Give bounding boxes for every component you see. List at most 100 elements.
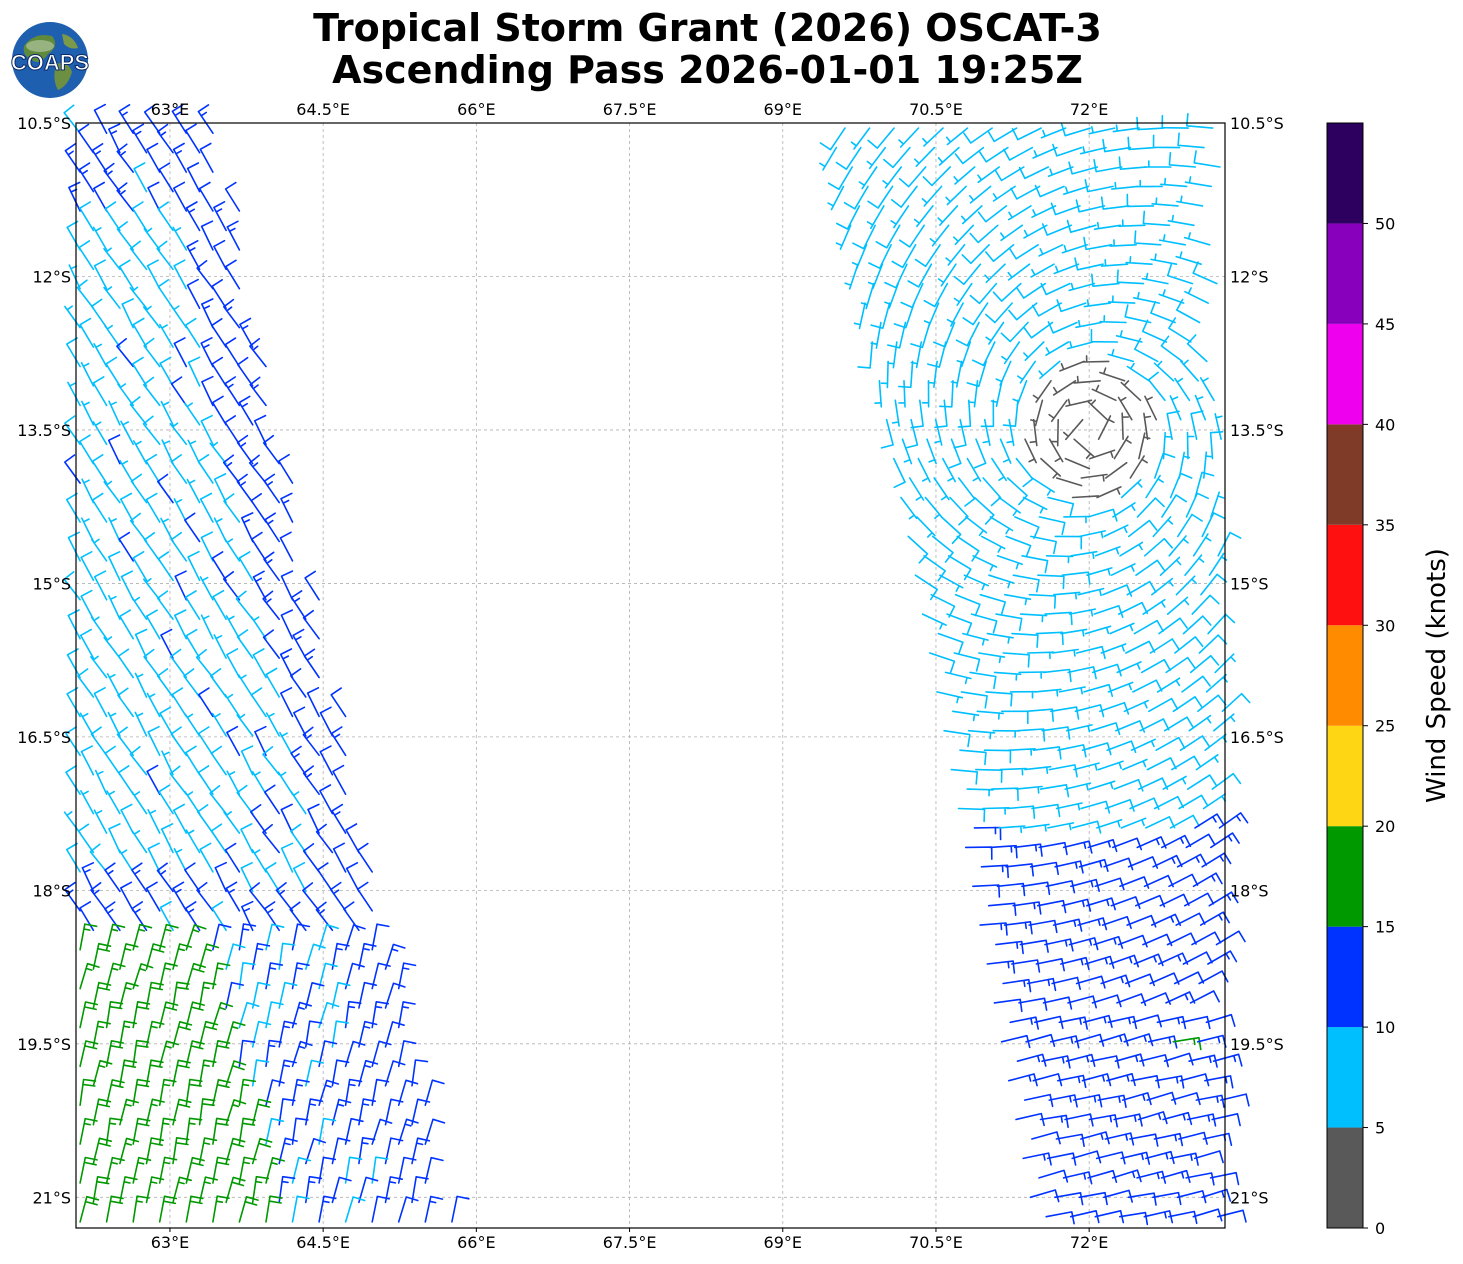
wind-barb (279, 648, 294, 679)
wind-barb (898, 224, 925, 248)
wind-barb (79, 317, 95, 348)
wind-barb (1218, 812, 1249, 829)
wind-barb (132, 1195, 150, 1223)
wind-barb (157, 551, 174, 582)
wind-barb (1009, 1016, 1039, 1030)
wind-barb (79, 712, 95, 737)
wind-barb (263, 901, 280, 932)
colorbar-tick-label: 35 (1375, 516, 1395, 535)
wind-barb (307, 803, 320, 834)
wind-barb (105, 1195, 124, 1223)
chart-title-line-2: Ascending Pass 2026-01-01 19:25Z (332, 48, 1083, 92)
wind-barb (1176, 195, 1204, 207)
wind-barb (1207, 613, 1236, 635)
wind-barb (1177, 513, 1203, 538)
wind-barb (1168, 1210, 1198, 1225)
wind-barb (1141, 272, 1169, 285)
wind-barb (1053, 263, 1080, 275)
wind-barb (161, 439, 174, 465)
wind-barb (92, 376, 108, 407)
wind-barb (883, 146, 911, 169)
wind-barb (1185, 1172, 1215, 1186)
wind-barb (131, 596, 148, 620)
wind-barb (79, 628, 95, 659)
wind-barb (213, 239, 227, 271)
y-tick-label-right: 19.5°S (1230, 1035, 1284, 1054)
wind-barb (93, 181, 108, 212)
wind-barb (1123, 1033, 1154, 1047)
wind-barb (945, 244, 966, 266)
wind-barb (1144, 395, 1158, 421)
wind-barb (210, 668, 227, 698)
wind-barb (1161, 114, 1189, 129)
wind-barb (1071, 1150, 1102, 1164)
wind-barb (1151, 577, 1174, 596)
wind-barb (262, 629, 280, 659)
wind-barb (1083, 236, 1113, 251)
wind-barb (121, 298, 134, 329)
wind-barb (1114, 1053, 1145, 1067)
wind-barb (1005, 535, 1032, 558)
colorbar-bin (1327, 323, 1363, 425)
wind-barb (161, 750, 174, 776)
wind-barb (251, 531, 267, 562)
x-tick-label-top: 69°E (764, 100, 802, 119)
wind-barb (991, 457, 1007, 482)
wind-barb (185, 123, 201, 154)
wind-barb (1134, 337, 1159, 363)
wind-barb (1075, 319, 1103, 329)
wind-barb (984, 263, 1006, 284)
wind-barb (184, 791, 201, 815)
wind-barb (1080, 473, 1108, 482)
wind-barb (262, 746, 280, 776)
wind-barb (962, 632, 989, 646)
wind-barb (1078, 1191, 1108, 1206)
wind-barb (945, 127, 969, 146)
wind-barb (1141, 319, 1168, 343)
wind-barb (251, 849, 267, 873)
wind-barb (1087, 839, 1118, 853)
wind-barb (1202, 793, 1227, 810)
x-ticks-top: 63°E 64.5°E 66°E 67.5°E 69°E 70.5°E 72°E (151, 100, 1109, 119)
wind-barb (1205, 673, 1228, 693)
wind-barb (959, 749, 987, 766)
wind-barb (156, 862, 174, 893)
wind-barb (241, 512, 254, 543)
wind-barb (117, 687, 134, 718)
wind-barb (65, 726, 81, 757)
wind-barb (1210, 832, 1240, 849)
wind-barb (1050, 202, 1081, 216)
colorbar-tick-label: 20 (1375, 817, 1395, 836)
wind-barb (1023, 341, 1045, 361)
wind-barb (1003, 921, 1033, 935)
wind-barb (371, 1195, 390, 1223)
wind-barb (1026, 977, 1057, 992)
wind-barb (1162, 775, 1187, 790)
wind-barb (987, 902, 1017, 916)
wind-barb (318, 924, 339, 951)
wind-barb (116, 143, 134, 173)
wind-barb (1027, 651, 1055, 660)
wind-barb (985, 244, 1015, 263)
wind-barb (1018, 671, 1046, 679)
wind-barb (1097, 760, 1124, 771)
wind-barb (1022, 823, 1050, 832)
wind-barb (1055, 802, 1083, 811)
colorbar-bin (1327, 1027, 1363, 1128)
globe-icon (12, 22, 88, 98)
wind-barb (1199, 911, 1230, 926)
colorbar-tick-label: 25 (1375, 717, 1395, 736)
wind-barb (1104, 799, 1135, 812)
wind-barb (104, 324, 121, 348)
wind-barb (1007, 263, 1031, 281)
wind-barb (1132, 679, 1163, 693)
wind-barb (225, 615, 241, 640)
wind-barb (1143, 537, 1173, 557)
wind-barb (1129, 797, 1160, 810)
wind-barb (907, 263, 933, 288)
wind-barb (901, 438, 913, 465)
wind-barb (1120, 479, 1143, 499)
wind-barb (1103, 524, 1129, 538)
wind-barb (1003, 146, 1034, 161)
wind-barb (290, 823, 307, 854)
